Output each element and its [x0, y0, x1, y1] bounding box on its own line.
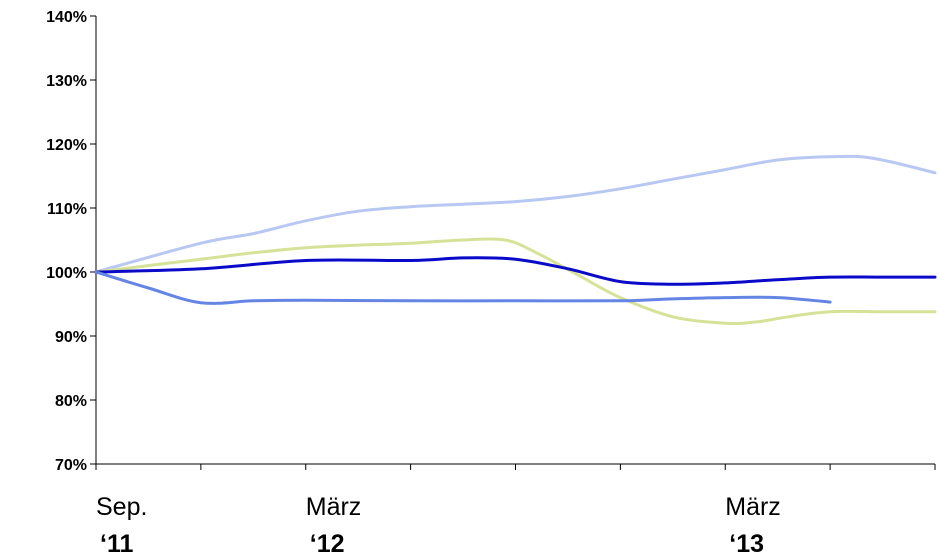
series-lines	[94, 154, 937, 326]
series-line-2	[94, 237, 937, 326]
y-tick-label: 100%	[46, 265, 87, 282]
y-tick-label: 90%	[55, 329, 87, 346]
series-line-3	[94, 256, 937, 286]
y-tick-label: 130%	[46, 73, 87, 90]
series-line-1	[94, 154, 937, 274]
x-label-year: ‘11	[100, 530, 133, 557]
series-line-4	[94, 270, 832, 305]
y-tick-label: 120%	[46, 137, 87, 154]
x-label-year: ‘12	[310, 530, 345, 557]
x-axis	[95, 463, 936, 470]
x-label-month: März	[725, 493, 781, 521]
x-label-month: Sep.	[96, 493, 147, 521]
y-axis: 70% 80% 90% 100% 110% 120% 130% 140%	[46, 9, 97, 474]
x-axis-labels: Sep. ‘11 März ‘12 März ‘13	[96, 493, 781, 557]
y-tick-label: 110%	[47, 201, 87, 218]
x-label-month: März	[306, 493, 362, 521]
y-tick-label: 80%	[55, 393, 87, 410]
y-tick-label: 70%	[55, 457, 87, 474]
x-label-year: ‘13	[729, 530, 764, 557]
y-tick-label: 140%	[46, 9, 87, 26]
